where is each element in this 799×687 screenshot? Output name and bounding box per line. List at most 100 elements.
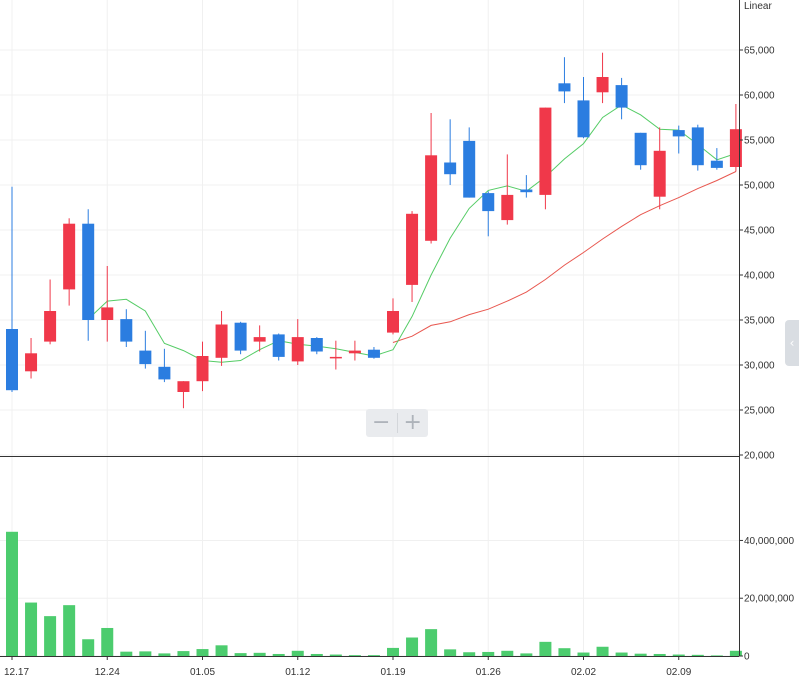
candle <box>63 218 76 306</box>
candle <box>520 175 533 198</box>
candle-body <box>253 337 266 342</box>
candle-body <box>710 160 723 168</box>
candle-body <box>596 77 609 93</box>
volume-bar <box>82 639 95 656</box>
volume-series <box>6 531 742 657</box>
candle-body <box>577 100 590 138</box>
candle-body <box>101 307 114 320</box>
time-tick-label: 02.09 <box>666 667 691 678</box>
price-tick-label: 40,000 <box>744 271 775 282</box>
time-tick-label: 12.17 <box>4 667 29 678</box>
candle <box>691 124 704 171</box>
candle-body <box>215 324 228 358</box>
volume-bar <box>425 629 438 656</box>
candle-body <box>406 213 419 285</box>
volume-bar <box>6 531 18 656</box>
candle-body <box>234 322 247 351</box>
price-tick-label: 45,000 <box>744 226 775 237</box>
candle <box>672 125 685 154</box>
candle-body <box>615 85 628 108</box>
candle-body <box>482 193 495 212</box>
candle <box>120 309 133 347</box>
volume-bar <box>520 653 533 656</box>
candle <box>25 338 38 379</box>
volume-bar <box>44 616 57 656</box>
candle <box>177 381 190 409</box>
candle <box>444 119 457 185</box>
volume-bar <box>577 652 590 656</box>
candle <box>253 325 266 352</box>
volume-bar <box>387 647 399 656</box>
candle <box>387 298 399 335</box>
zoom-out-button[interactable]: − <box>366 409 397 437</box>
candle <box>215 311 228 366</box>
long-moving-average-line <box>392 171 737 343</box>
volume-bar <box>101 627 114 656</box>
candle <box>463 127 476 198</box>
candle-body <box>520 189 533 193</box>
volume-bar <box>310 653 323 656</box>
candle <box>425 113 438 244</box>
candle-body <box>291 337 304 362</box>
candle <box>196 341 209 392</box>
scale-mode-label[interactable]: Linear <box>744 1 772 12</box>
candle-body <box>158 366 171 380</box>
candle-body <box>463 140 476 198</box>
time-tick-label: 01.05 <box>190 667 215 678</box>
price-tick-label: 50,000 <box>744 181 775 192</box>
volume-bar <box>444 649 457 656</box>
candle <box>158 348 171 383</box>
volume-bar <box>729 650 742 656</box>
candle <box>634 132 647 170</box>
volume-bar <box>196 649 209 656</box>
candlestick-series <box>6 52 742 409</box>
time-tick-label: 01.26 <box>476 667 501 678</box>
volume-bar <box>348 655 361 657</box>
volume-bar <box>615 652 628 656</box>
candle-body <box>444 162 457 175</box>
volume-bar <box>634 653 647 656</box>
volume-tick-label: 20,000,000 <box>744 594 794 605</box>
candle-body <box>6 329 18 391</box>
price-tick-label: 30,000 <box>744 361 775 372</box>
candle <box>82 209 95 341</box>
candle <box>558 57 571 104</box>
zoom-in-button[interactable]: + <box>398 409 429 437</box>
volume-bar <box>710 655 723 657</box>
price-tick-label: 55,000 <box>744 136 775 147</box>
candle-body <box>348 350 361 354</box>
candle <box>44 279 57 345</box>
volume-bar <box>272 653 285 656</box>
candle-body <box>120 319 133 342</box>
volume-bar <box>158 653 171 656</box>
volume-bar <box>539 641 552 656</box>
volume-bar <box>596 646 609 656</box>
volume-bar <box>120 651 133 656</box>
candle <box>729 104 742 172</box>
candle-body <box>25 353 38 372</box>
price-tick-label: 35,000 <box>744 316 775 327</box>
volume-bar <box>558 648 571 656</box>
candle <box>291 319 304 365</box>
side-panel-toggle[interactable]: ‹ <box>785 320 799 366</box>
candle <box>596 52 609 104</box>
candle-body <box>196 356 209 382</box>
volume-bar <box>672 654 685 656</box>
candle-body <box>729 129 742 167</box>
candle <box>710 148 723 170</box>
candle <box>577 77 590 139</box>
volume-bar <box>367 655 380 657</box>
volume-bar <box>234 653 247 656</box>
price-tick-label: 60,000 <box>744 91 775 102</box>
short-moving-average-line <box>87 104 737 363</box>
candle <box>6 186 18 392</box>
volume-tick-label: 40,000,000 <box>744 536 794 547</box>
volume-bar <box>25 602 38 656</box>
price-tick-label: 25,000 <box>744 406 775 417</box>
candle-body <box>691 127 704 166</box>
candle-body <box>672 130 685 137</box>
zoom-control: − + <box>366 409 428 437</box>
time-tick-label: 12.24 <box>95 667 120 678</box>
time-tick-label: 01.12 <box>285 667 310 678</box>
